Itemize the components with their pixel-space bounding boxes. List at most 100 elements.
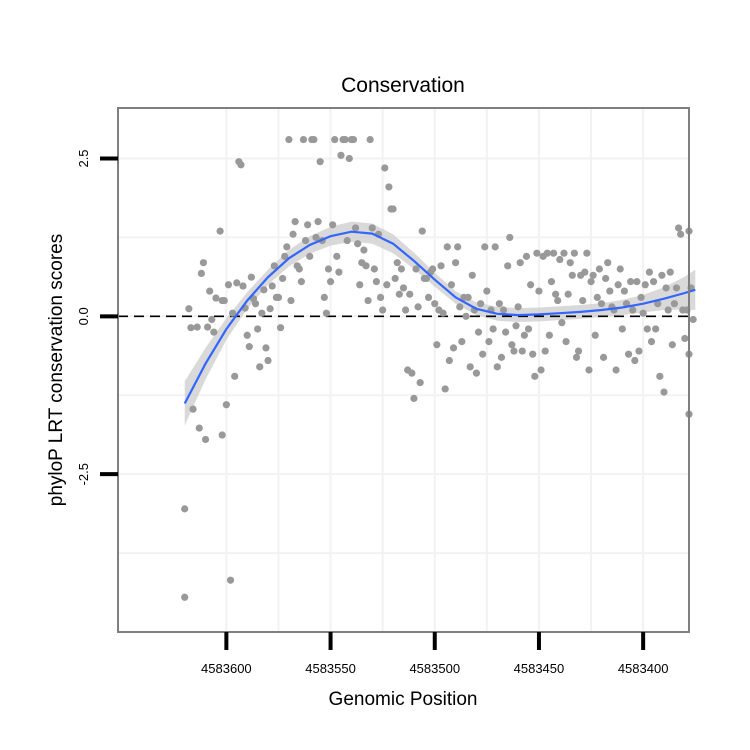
data-point	[220, 296, 228, 305]
data-point	[337, 151, 345, 159]
data-point	[468, 271, 476, 279]
data-point	[181, 505, 189, 513]
data-point	[543, 249, 551, 257]
data-point	[433, 341, 441, 349]
data-point	[251, 300, 260, 308]
data-point	[322, 309, 330, 317]
data-point	[262, 344, 270, 352]
data-point	[333, 252, 341, 260]
chart-title: Conservation	[341, 74, 465, 97]
data-point	[279, 274, 287, 283]
data-point	[424, 293, 433, 301]
data-point	[637, 293, 645, 301]
data-point	[447, 281, 456, 289]
data-point	[233, 279, 241, 287]
x-tick-label: 4583550	[305, 661, 356, 676]
data-point	[208, 315, 216, 324]
smooth-curve	[183, 230, 696, 405]
data-point	[245, 343, 253, 351]
data-point	[629, 306, 637, 314]
data-point	[431, 300, 439, 308]
data-point	[264, 356, 272, 365]
data-point	[383, 281, 391, 289]
data-point	[364, 296, 372, 305]
data-point	[397, 265, 406, 273]
data-point	[597, 300, 606, 308]
data-point	[627, 278, 635, 286]
data-point	[458, 337, 466, 346]
data-point	[401, 306, 410, 314]
data-point	[506, 233, 514, 242]
data-point	[595, 265, 603, 273]
data-point	[666, 268, 674, 276]
data-point	[604, 259, 612, 267]
data-point	[631, 356, 639, 365]
data-point	[231, 372, 239, 380]
data-point	[566, 259, 574, 267]
data-point	[493, 363, 501, 371]
data-point	[399, 284, 408, 292]
data-point	[312, 233, 320, 242]
data-point	[658, 271, 666, 279]
data-point	[668, 341, 676, 349]
data-point	[201, 435, 210, 444]
data-point	[568, 271, 576, 279]
data-point	[508, 341, 516, 349]
data-point	[216, 227, 224, 235]
data-point	[677, 230, 685, 238]
data-point	[570, 249, 578, 257]
data-point	[376, 293, 385, 301]
data-point	[514, 303, 522, 311]
data-point	[408, 369, 416, 377]
data-point	[520, 331, 528, 339]
data-point	[491, 243, 499, 251]
data-point	[281, 252, 289, 260]
y-tick-label: 2.5	[76, 149, 91, 167]
data-point	[541, 347, 549, 355]
data-point	[185, 305, 193, 313]
data-point	[535, 287, 543, 295]
data-point	[306, 252, 314, 260]
data-point	[579, 296, 587, 305]
data-point	[645, 268, 654, 276]
data-point	[218, 431, 226, 439]
data-point	[395, 290, 403, 298]
data-point	[660, 388, 668, 396]
data-point	[260, 286, 268, 294]
data-point	[412, 265, 420, 273]
data-point	[224, 281, 233, 289]
data-point	[243, 331, 251, 339]
data-point	[445, 356, 453, 365]
data-point	[310, 135, 318, 144]
data-point	[689, 315, 697, 324]
data-point	[549, 249, 558, 257]
data-point	[335, 268, 343, 276]
data-point	[370, 265, 378, 273]
data-point	[349, 135, 358, 144]
data-point	[599, 353, 608, 361]
data-point	[316, 158, 324, 166]
data-point	[633, 278, 641, 286]
data-point	[618, 325, 626, 333]
data-point	[283, 243, 291, 251]
data-point	[495, 300, 503, 308]
data-point	[320, 293, 328, 301]
data-point	[502, 328, 510, 336]
data-point	[527, 281, 535, 289]
data-point	[662, 284, 670, 292]
data-point	[193, 323, 201, 331]
data-point	[285, 135, 293, 144]
data-point	[641, 281, 649, 289]
data-point	[664, 306, 672, 314]
data-point	[547, 278, 556, 286]
y-axis-title: phyloP LRT conservation scores	[46, 234, 67, 507]
data-point	[583, 249, 591, 257]
data-point	[616, 265, 624, 273]
x-axis: 4583600 4583550 4583500 4583450 4583400	[201, 632, 668, 676]
data-point	[560, 249, 568, 257]
data-point	[287, 296, 295, 305]
data-point	[354, 240, 362, 248]
x-tick-label: 4583450	[514, 661, 565, 676]
data-point	[462, 312, 470, 320]
